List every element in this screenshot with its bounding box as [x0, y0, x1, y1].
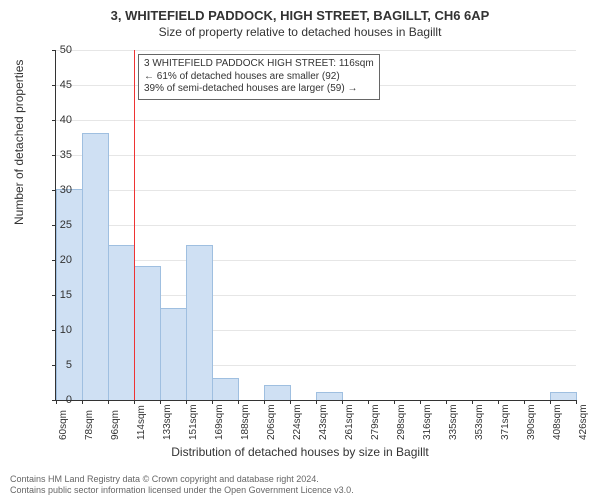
ytick-label: 5 [42, 359, 72, 371]
xtick-label: 169sqm [214, 404, 225, 440]
xtick-label: 316sqm [422, 404, 433, 440]
ytick-label: 10 [42, 324, 72, 336]
xtick-label: 371sqm [500, 404, 511, 440]
xtick-label: 96sqm [110, 410, 121, 440]
histogram-bar [186, 245, 213, 400]
xtick-label: 408sqm [552, 404, 563, 440]
chart-plot-area: 3 WHITEFIELD PADDOCK HIGH STREET: 116sqm… [55, 50, 575, 400]
ytick-label: 45 [42, 79, 72, 91]
histogram-bar [550, 392, 577, 400]
ytick-label: 15 [42, 289, 72, 301]
xtick-mark [550, 400, 551, 404]
xtick-mark [108, 400, 109, 404]
xtick-mark [290, 400, 291, 404]
histogram-bar [108, 245, 135, 400]
ytick-label: 40 [42, 114, 72, 126]
xtick-label: 298sqm [396, 404, 407, 440]
xtick-mark [160, 400, 161, 404]
xtick-mark [576, 400, 577, 404]
xtick-label: 224sqm [292, 404, 303, 440]
histogram-bar [212, 378, 239, 400]
ytick-label: 30 [42, 184, 72, 196]
annotation-line: ← 61% of detached houses are smaller (92… [144, 71, 374, 84]
xtick-label: 60sqm [58, 410, 69, 440]
xtick-mark [524, 400, 525, 404]
xtick-label: 78sqm [84, 410, 95, 440]
xtick-label: 261sqm [344, 404, 355, 440]
xtick-mark [82, 400, 83, 404]
footer-line-2: Contains public sector information licen… [10, 485, 354, 496]
xtick-mark [498, 400, 499, 404]
plot-region: 3 WHITEFIELD PADDOCK HIGH STREET: 116sqm… [55, 50, 576, 401]
ytick-label: 35 [42, 149, 72, 161]
histogram-bar [316, 392, 343, 400]
xtick-label: 151sqm [188, 404, 199, 440]
xtick-mark [472, 400, 473, 404]
xtick-label: 279sqm [370, 404, 381, 440]
xtick-label: 188sqm [240, 404, 251, 440]
xtick-mark [134, 400, 135, 404]
annotation-box: 3 WHITEFIELD PADDOCK HIGH STREET: 116sqm… [138, 54, 380, 100]
xtick-mark [446, 400, 447, 404]
xtick-label: 206sqm [266, 404, 277, 440]
annotation-line: 3 WHITEFIELD PADDOCK HIGH STREET: 116sqm [144, 58, 374, 71]
xtick-mark [342, 400, 343, 404]
xtick-mark [238, 400, 239, 404]
reference-line [134, 50, 135, 400]
xtick-label: 243sqm [318, 404, 329, 440]
histogram-bar [82, 133, 109, 400]
xtick-mark [264, 400, 265, 404]
xtick-mark [316, 400, 317, 404]
xtick-label: 390sqm [526, 404, 537, 440]
chart-container: 3, WHITEFIELD PADDOCK, HIGH STREET, BAGI… [0, 0, 600, 500]
ytick-label: 20 [42, 254, 72, 266]
histogram-bar [264, 385, 291, 400]
xtick-mark [394, 400, 395, 404]
ytick-label: 0 [42, 394, 72, 406]
y-axis-label: Number of detached properties [12, 60, 26, 225]
xtick-mark [420, 400, 421, 404]
xtick-label: 335sqm [448, 404, 459, 440]
chart-subtitle: Size of property relative to detached ho… [0, 23, 600, 39]
ytick-label: 25 [42, 219, 72, 231]
xtick-mark [186, 400, 187, 404]
xtick-label: 114sqm [136, 405, 147, 440]
x-axis-label: Distribution of detached houses by size … [0, 445, 600, 459]
histogram-bar [160, 308, 187, 400]
annotation-line: 39% of semi-detached houses are larger (… [144, 83, 374, 96]
chart-title-address: 3, WHITEFIELD PADDOCK, HIGH STREET, BAGI… [0, 0, 600, 23]
footer-line-1: Contains HM Land Registry data © Crown c… [10, 474, 354, 485]
footer-attribution: Contains HM Land Registry data © Crown c… [10, 474, 354, 496]
xtick-label: 426sqm [578, 404, 589, 440]
xtick-label: 133sqm [162, 404, 173, 440]
ytick-label: 50 [42, 44, 72, 56]
histogram-bar [134, 266, 161, 400]
xtick-mark [368, 400, 369, 404]
xtick-label: 353sqm [474, 404, 485, 440]
xtick-mark [212, 400, 213, 404]
